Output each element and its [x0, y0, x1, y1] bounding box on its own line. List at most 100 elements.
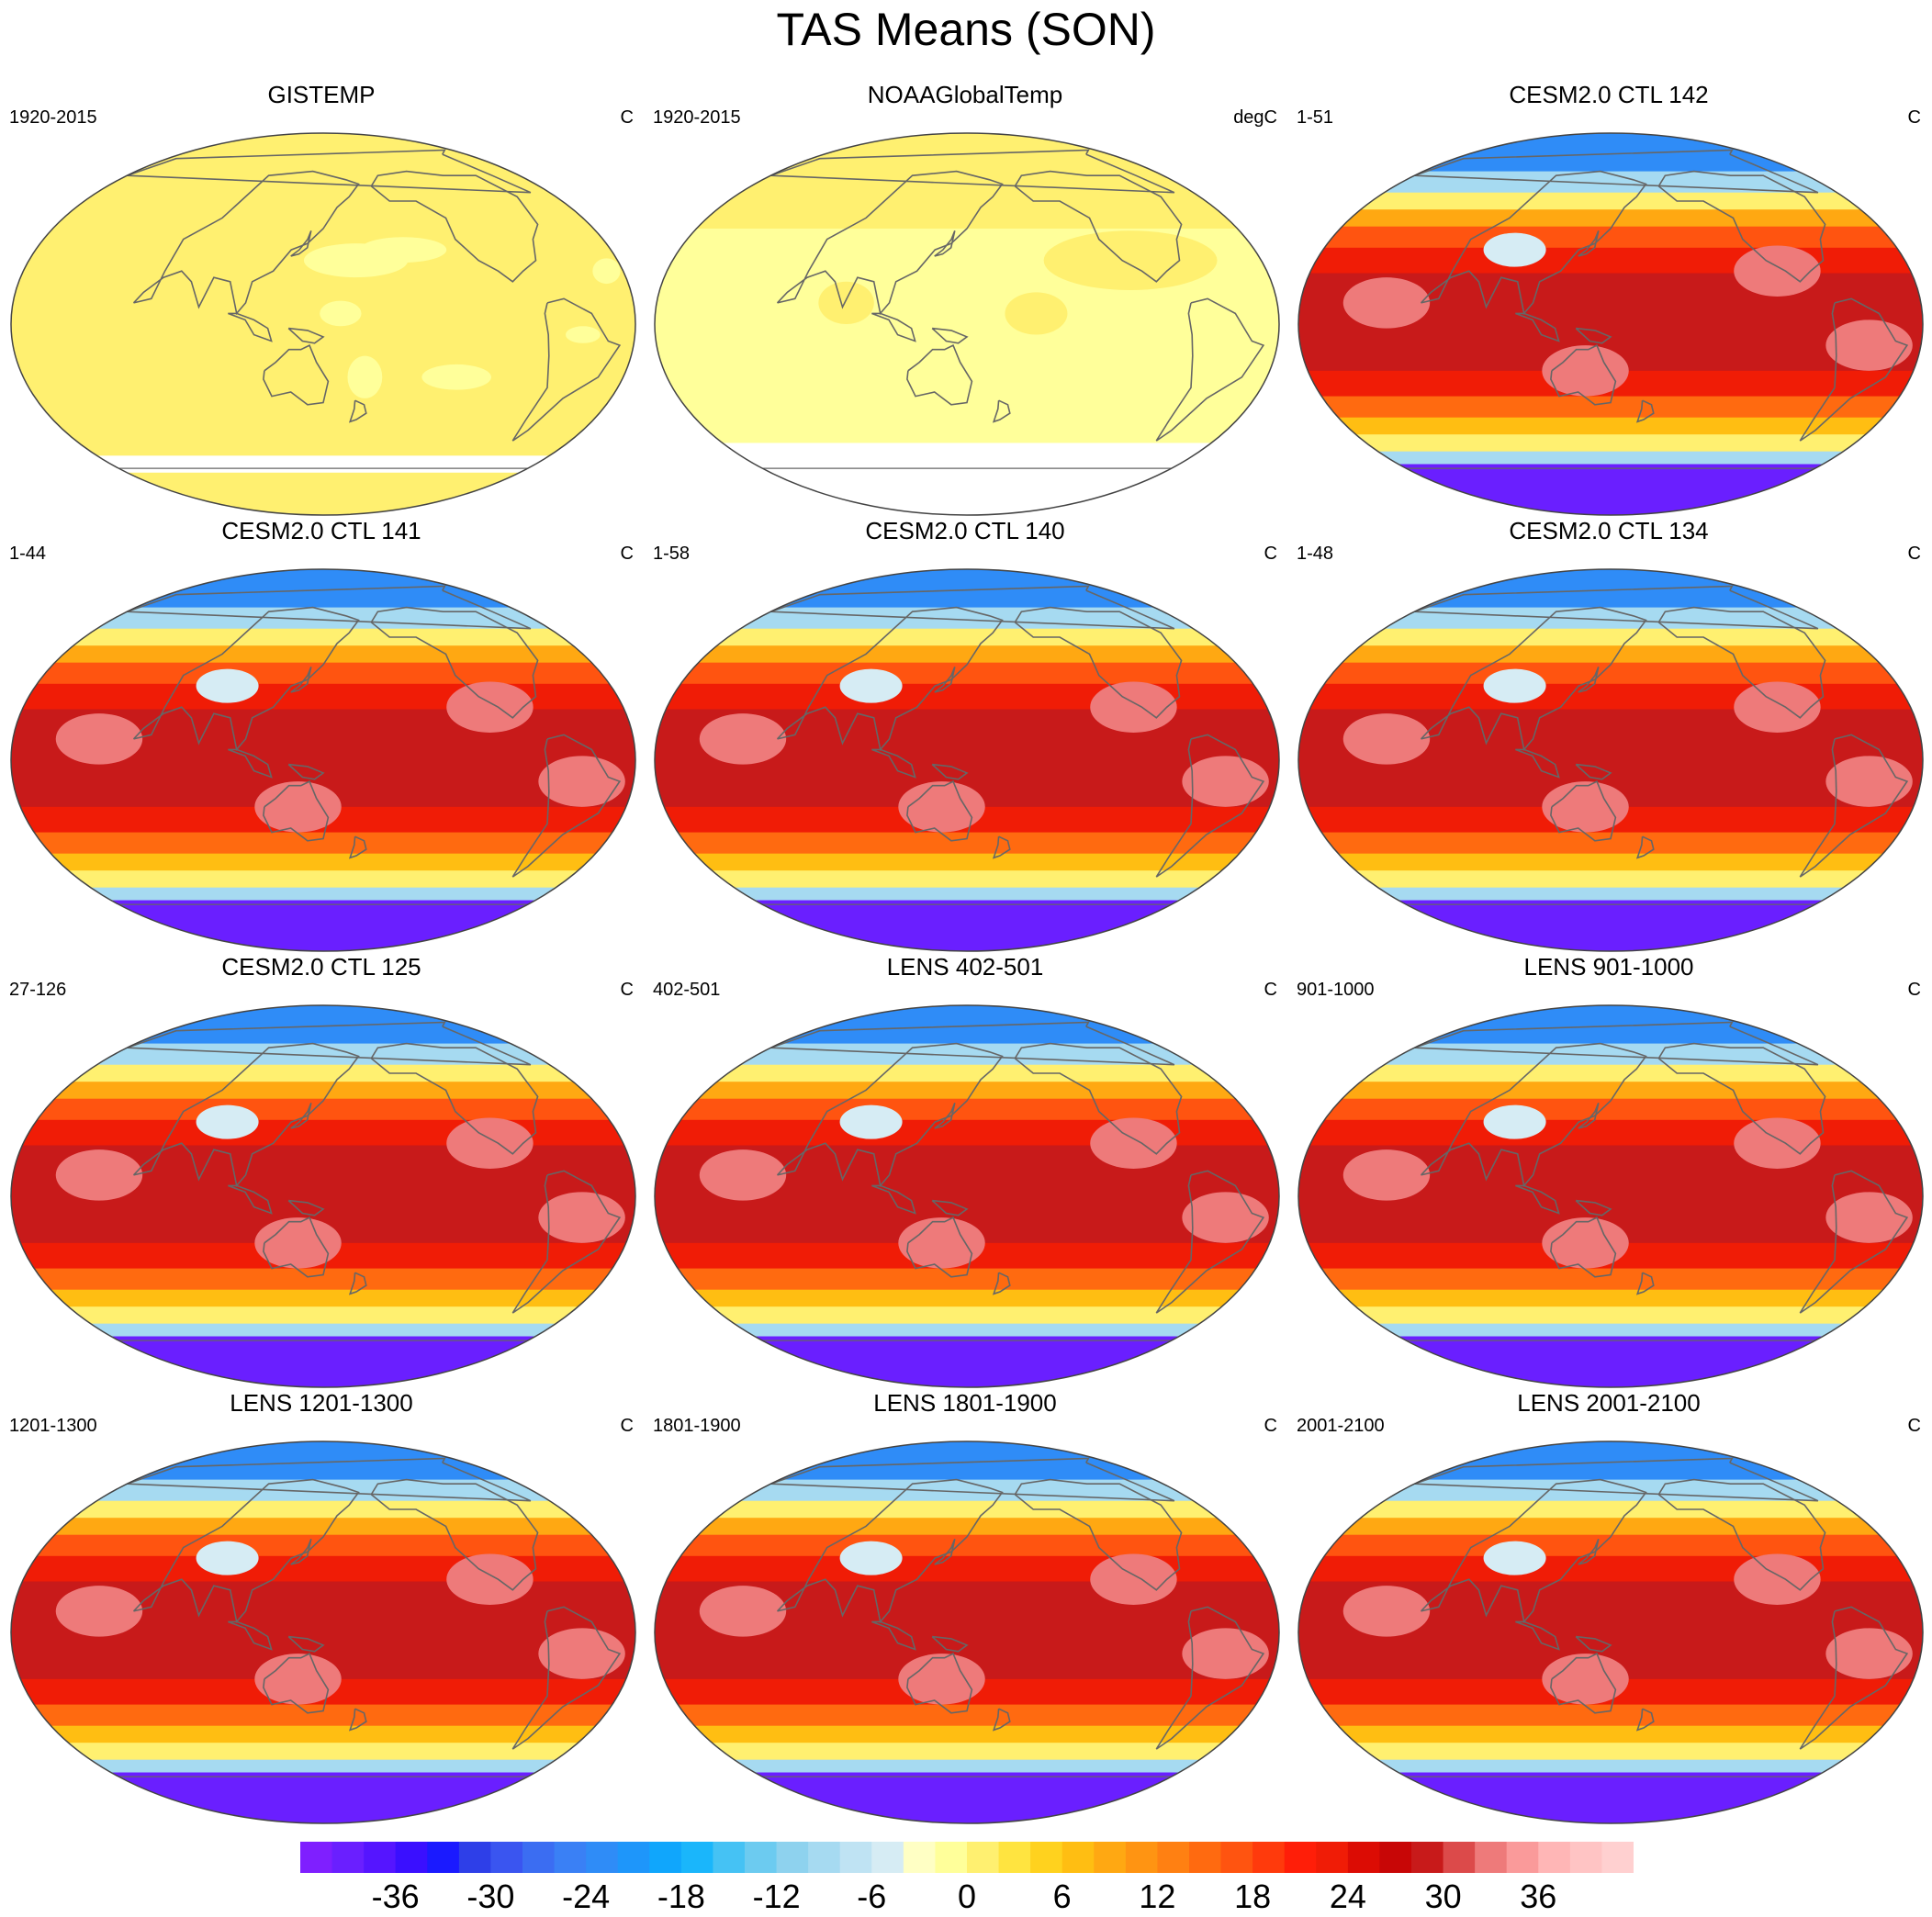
- coastline: [1515, 312, 1560, 342]
- coastline: [776, 606, 1004, 752]
- coastline: [511, 1606, 622, 1750]
- coastline: [263, 780, 330, 842]
- temperature-band: [655, 853, 1279, 872]
- temperature-band: [11, 1336, 635, 1387]
- coastline: [1420, 1478, 1647, 1624]
- map-panel: GISTEMP 1920-2015 C: [0, 81, 643, 516]
- panel-title: CESM2.0 CTL 140: [865, 517, 1065, 544]
- temperature-band: [655, 1289, 1279, 1308]
- anomaly-region: [1342, 277, 1431, 329]
- temperature-band: [1298, 1082, 1923, 1100]
- anomaly-region: [898, 781, 985, 833]
- panel-units: C: [1907, 1416, 1921, 1436]
- temperature-band: [1298, 451, 1923, 465]
- coastline: [1799, 1170, 1909, 1314]
- coastline: [287, 327, 325, 344]
- temperature-band: [11, 645, 635, 664]
- missing-data: [655, 443, 1279, 515]
- coastline: [348, 835, 367, 859]
- colorbar-tick-label: 30: [1424, 1878, 1462, 1915]
- colorbar-swatch: [1061, 1842, 1095, 1873]
- coastline: [776, 170, 1004, 316]
- map-plot: [654, 1004, 1280, 1388]
- panel-units: C: [620, 107, 634, 128]
- anomaly-region: [538, 1628, 625, 1679]
- temperature-band: [1298, 1098, 1923, 1121]
- panel-title: LENS 2001-2100: [1517, 1389, 1701, 1417]
- colorbar-swatch: [998, 1842, 1031, 1873]
- temperature-band: [655, 1082, 1279, 1100]
- colorbar-tick-label: -6: [857, 1878, 887, 1915]
- panel-units: C: [620, 544, 634, 564]
- coastline: [290, 1539, 312, 1565]
- anomaly-region: [839, 1104, 903, 1139]
- panel-title: GISTEMP: [267, 81, 376, 108]
- anomaly-region: [592, 258, 621, 285]
- anomaly-region: [1825, 1192, 1913, 1243]
- coastline: [1155, 1606, 1265, 1750]
- map-border: [10, 568, 636, 952]
- colorbar-swatch: [1379, 1842, 1412, 1873]
- coastline: [871, 1620, 916, 1651]
- panel-units: C: [1264, 544, 1277, 564]
- coastline: [287, 1635, 325, 1653]
- panel-period: 901-1000: [1297, 980, 1375, 1000]
- coastline: [1635, 835, 1655, 859]
- panel-period: 1-48: [1297, 544, 1334, 564]
- coastline: [1657, 1478, 1826, 1591]
- temperature-band: [1298, 887, 1923, 902]
- temperature-band: [655, 1743, 1279, 1761]
- coastline: [871, 312, 916, 342]
- coastline: [1657, 1042, 1826, 1155]
- coastline: [871, 748, 916, 779]
- map-panel: CESM2.0 CTL 142 1-51 C: [1287, 81, 1930, 516]
- temperature-band: [11, 1725, 635, 1744]
- map-field: [11, 569, 635, 951]
- coastline: [228, 1184, 273, 1215]
- colorbar-swatch: [935, 1842, 968, 1873]
- temperature-band: [655, 1725, 1279, 1744]
- temperature-band: [655, 900, 1279, 951]
- colorbar-swatch: [1284, 1842, 1317, 1873]
- map-field: [11, 1005, 635, 1387]
- anomaly-region: [1825, 320, 1913, 371]
- anomaly-region: [818, 281, 874, 324]
- background-field: [11, 133, 635, 515]
- colorbar-tick-label: -30: [466, 1878, 515, 1915]
- colorbar-tick-label: -36: [371, 1878, 420, 1915]
- temperature-band: [1298, 900, 1923, 951]
- temperature-band: [655, 1759, 1279, 1774]
- colorbar-swatch: [1189, 1842, 1222, 1873]
- panel-period: 1-58: [653, 544, 691, 564]
- colorbar-swatch: [522, 1842, 556, 1873]
- temperature-band: [655, 1772, 1279, 1823]
- colorbar-swatch: [1030, 1842, 1063, 1873]
- colorbar-swatch: [458, 1842, 491, 1873]
- anomaly-region: [1090, 1553, 1177, 1605]
- anomaly-region: [566, 326, 601, 343]
- map-border: [10, 1441, 636, 1824]
- map-field: [655, 1441, 1279, 1823]
- colorbar-swatch: [1125, 1842, 1158, 1873]
- coastline: [287, 1199, 325, 1216]
- anomaly-region: [55, 713, 143, 765]
- coastline: [132, 1042, 360, 1188]
- coastline: [931, 763, 969, 780]
- temperature-band: [1298, 1064, 1923, 1083]
- colorbar-swatch: [649, 1842, 682, 1873]
- temperature-band: [655, 1098, 1279, 1121]
- temperature-band: [655, 1323, 1279, 1338]
- missing-data: [11, 455, 635, 473]
- temperature-band: [11, 887, 635, 902]
- panel-units: C: [1264, 980, 1277, 1000]
- coastline: [776, 1478, 1004, 1624]
- panel-period: 1201-1300: [9, 1416, 97, 1436]
- panel-title: LENS 1201-1300: [230, 1389, 413, 1417]
- colorbar-swatch: [1506, 1842, 1539, 1873]
- coastline: [1799, 1606, 1909, 1750]
- map-panel-grid: GISTEMP 1920-2015 C NOAAGlobalTemp 1920-2015…: [0, 81, 1930, 1824]
- anomaly-region: [839, 668, 903, 703]
- temperature-band: [11, 870, 635, 889]
- colorbar-swatch: [1569, 1842, 1602, 1873]
- map-border: [654, 132, 1280, 516]
